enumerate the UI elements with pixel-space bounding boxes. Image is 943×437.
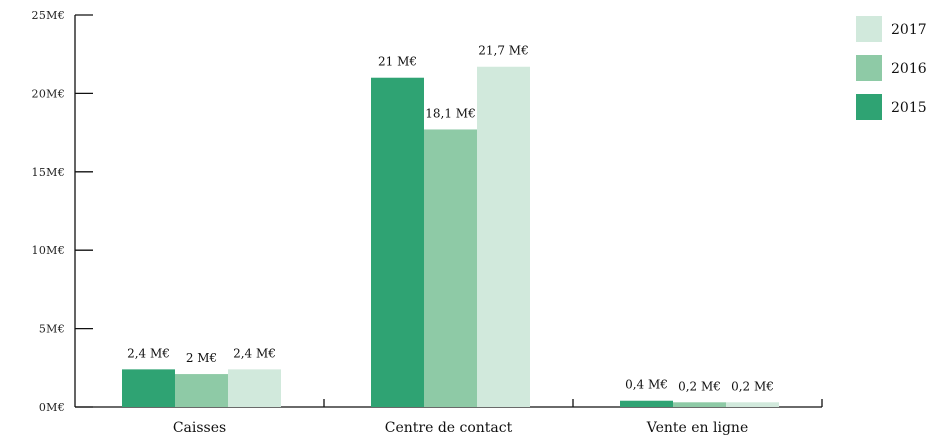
bar-value-label: 0,4 M€ — [625, 378, 668, 392]
bar-value-label: 0,2 M€ — [731, 379, 774, 393]
bars: 2,4 M€ 2 M€ 2,4 M€ 21 M€ 18,1 M€ 21,7 M€ 0,4 M… — [122, 44, 779, 408]
category-label: Caisses — [173, 420, 226, 436]
bar-2016 — [424, 129, 477, 408]
y-axis: 0M€ 5M€ 10M€ 15M€ 20M€ 25M€ — [32, 9, 93, 414]
category-label: Vente en ligne — [646, 420, 748, 436]
legend-label: 2016 — [891, 61, 927, 77]
bar-value-label: 2,4 M€ — [127, 346, 170, 360]
bar-2016 — [175, 374, 228, 407]
category-label: Centre de contact — [385, 420, 513, 436]
y-tick-label: 20M€ — [32, 87, 65, 100]
bar-2015 — [371, 77, 424, 407]
bar-2017 — [477, 66, 530, 407]
bar-2017 — [228, 369, 281, 407]
bar-2015 — [620, 400, 673, 407]
y-tick-label: 25M€ — [32, 9, 65, 22]
y-tick-label: 15M€ — [32, 166, 65, 179]
bar-value-label: 2 M€ — [186, 351, 217, 365]
y-tick-label: 5M€ — [39, 323, 65, 336]
bar-value-label: 0,2 M€ — [678, 379, 721, 393]
bar-2016 — [673, 402, 726, 407]
y-tick-label: 10M€ — [32, 244, 65, 257]
legend: 2017 2016 2015 — [856, 16, 927, 120]
bar-value-label: 18,1 M€ — [425, 106, 475, 120]
legend-swatch-2016 — [856, 55, 882, 81]
legend-label: 2017 — [891, 22, 927, 38]
bar-value-label: 21 M€ — [378, 55, 417, 69]
legend-swatch-2015 — [856, 94, 882, 120]
bar-value-label: 2,4 M€ — [233, 346, 276, 360]
bar-2015 — [122, 369, 175, 407]
y-tick-label: 0M€ — [39, 401, 65, 414]
x-axis: Caisses Centre de contact Vente en ligne — [75, 399, 823, 436]
legend-label: 2015 — [891, 100, 927, 116]
bar-2017 — [726, 402, 779, 407]
bar-value-label: 21,7 M€ — [478, 44, 528, 58]
legend-swatch-2017 — [856, 16, 882, 42]
